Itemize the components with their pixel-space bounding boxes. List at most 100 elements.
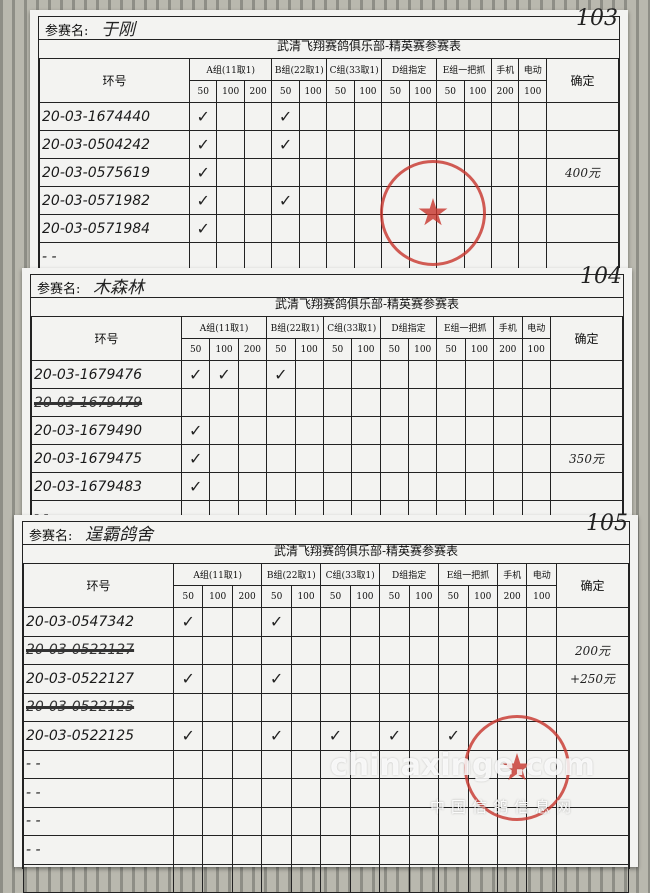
entry-cell[interactable] xyxy=(298,102,328,131)
check-mark[interactable]: ✓ xyxy=(261,664,292,694)
entry-cell[interactable] xyxy=(231,806,263,836)
entry-cell[interactable] xyxy=(294,416,324,445)
check-mark[interactable]: ✓ xyxy=(188,158,218,187)
entry-cell[interactable] xyxy=(320,664,351,694)
entry-cell[interactable] xyxy=(172,863,204,893)
entry-cell[interactable] xyxy=(326,102,355,131)
entry-cell[interactable] xyxy=(518,214,547,243)
check-mark[interactable]: ✓ xyxy=(172,607,204,637)
entry-cell[interactable] xyxy=(216,102,245,131)
entry-cell[interactable] xyxy=(237,360,268,389)
entry-cell[interactable] xyxy=(261,749,292,779)
entry-cell[interactable] xyxy=(467,863,498,893)
entry-cell[interactable] xyxy=(408,635,440,665)
entry-cell[interactable] xyxy=(351,388,381,417)
entry-cell[interactable] xyxy=(294,472,324,501)
entry-cell[interactable] xyxy=(407,416,438,445)
entry-cell[interactable] xyxy=(294,444,324,473)
entry-cell[interactable] xyxy=(353,130,383,159)
entry-cell[interactable] xyxy=(290,721,322,751)
entry-cell[interactable] xyxy=(231,835,263,865)
check-mark[interactable]: ✓ xyxy=(271,102,300,131)
entry-cell[interactable] xyxy=(349,607,381,637)
entry-cell[interactable] xyxy=(322,472,353,501)
entry-cell[interactable] xyxy=(493,472,523,501)
entry-cell[interactable] xyxy=(209,416,239,445)
entry-cell[interactable] xyxy=(438,863,469,893)
entry-cell[interactable] xyxy=(493,388,523,417)
entry-cell[interactable] xyxy=(526,635,557,665)
entry-cell[interactable] xyxy=(202,863,233,893)
entry-cell[interactable] xyxy=(408,102,438,131)
entry-cell[interactable] xyxy=(202,806,233,836)
entry-cell[interactable] xyxy=(202,692,233,722)
entry-cell[interactable] xyxy=(231,778,263,808)
entry-cell[interactable] xyxy=(290,749,322,779)
entry-cell[interactable] xyxy=(237,416,268,445)
entry-cell[interactable] xyxy=(438,607,469,637)
entry-cell[interactable] xyxy=(237,472,268,501)
entry-cell[interactable] xyxy=(216,242,245,271)
entry-cell[interactable] xyxy=(349,664,381,694)
entry-cell[interactable] xyxy=(490,242,520,271)
entry-cell[interactable] xyxy=(290,692,322,722)
entry-cell[interactable] xyxy=(438,692,469,722)
entry-cell[interactable] xyxy=(408,607,440,637)
entry-cell[interactable] xyxy=(261,635,292,665)
entry-cell[interactable] xyxy=(467,635,498,665)
entry-cell[interactable] xyxy=(349,692,381,722)
entry-cell[interactable] xyxy=(261,835,292,865)
entry-cell[interactable] xyxy=(261,692,292,722)
entry-cell[interactable] xyxy=(518,158,547,187)
entry-cell[interactable] xyxy=(298,214,328,243)
entry-cell[interactable] xyxy=(463,130,492,159)
entry-cell[interactable] xyxy=(353,186,383,215)
entry-cell[interactable] xyxy=(496,635,528,665)
entry-cell[interactable] xyxy=(521,388,551,417)
entry-cell[interactable] xyxy=(463,102,492,131)
entry-cell[interactable] xyxy=(243,102,273,131)
entry-cell[interactable] xyxy=(436,102,465,131)
entry-cell[interactable] xyxy=(290,664,322,694)
entry-cell[interactable] xyxy=(266,444,296,473)
check-mark[interactable]: ✓ xyxy=(261,607,292,637)
entry-cell[interactable] xyxy=(188,242,218,271)
entry-cell[interactable] xyxy=(496,664,528,694)
entry-cell[interactable] xyxy=(526,835,557,865)
entry-cell[interactable] xyxy=(438,835,469,865)
entry-cell[interactable] xyxy=(496,607,528,637)
entry-cell[interactable] xyxy=(381,102,410,131)
entry-cell[interactable] xyxy=(298,186,328,215)
entry-cell[interactable] xyxy=(290,607,322,637)
entry-cell[interactable] xyxy=(266,388,296,417)
entry-cell[interactable] xyxy=(261,863,292,893)
entry-cell[interactable] xyxy=(202,721,233,751)
entry-cell[interactable] xyxy=(464,416,495,445)
entry-cell[interactable] xyxy=(320,806,351,836)
check-mark[interactable]: ✓ xyxy=(180,416,211,445)
entry-cell[interactable] xyxy=(298,242,328,271)
entry-cell[interactable] xyxy=(408,692,440,722)
entry-cell[interactable] xyxy=(202,607,233,637)
entry-cell[interactable] xyxy=(202,664,233,694)
entry-cell[interactable] xyxy=(231,635,263,665)
check-mark[interactable]: ✓ xyxy=(188,130,218,159)
entry-cell[interactable] xyxy=(261,806,292,836)
entry-cell[interactable] xyxy=(353,158,383,187)
entry-cell[interactable] xyxy=(438,664,469,694)
entry-cell[interactable] xyxy=(290,863,322,893)
entry-cell[interactable] xyxy=(379,635,410,665)
entry-cell[interactable] xyxy=(464,388,495,417)
entry-cell[interactable] xyxy=(379,806,410,836)
entry-cell[interactable] xyxy=(326,214,355,243)
entry-cell[interactable] xyxy=(172,806,204,836)
entry-cell[interactable] xyxy=(407,360,438,389)
entry-cell[interactable] xyxy=(408,130,438,159)
entry-cell[interactable] xyxy=(408,721,440,751)
entry-cell[interactable] xyxy=(436,472,466,501)
entry-cell[interactable] xyxy=(436,130,465,159)
entry-cell[interactable] xyxy=(521,472,551,501)
entry-cell[interactable] xyxy=(243,186,273,215)
entry-cell[interactable] xyxy=(243,130,273,159)
entry-cell[interactable] xyxy=(353,102,383,131)
